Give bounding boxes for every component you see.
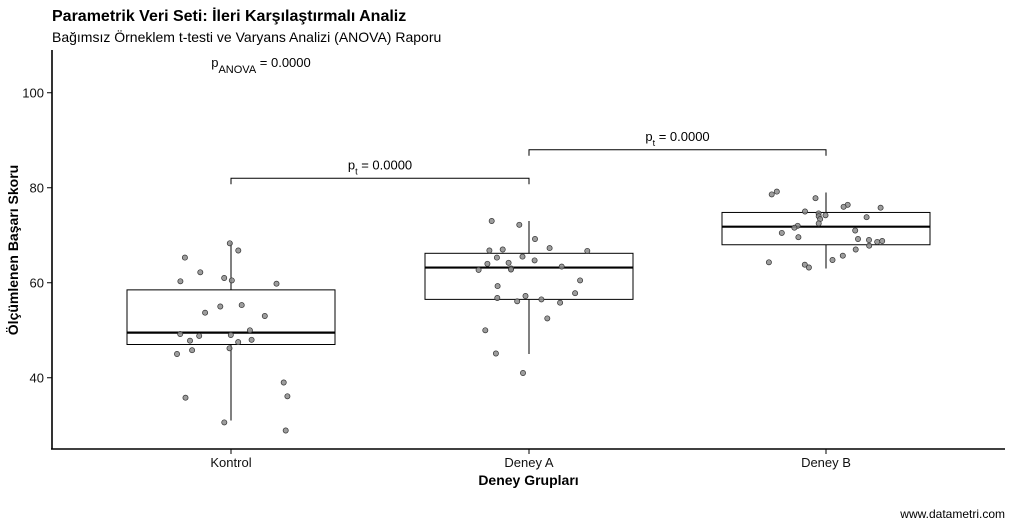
data-point [181, 254, 188, 261]
data-point [765, 259, 772, 266]
data-point [874, 238, 881, 245]
data-point [557, 299, 564, 306]
data-point [235, 247, 242, 254]
data-point [840, 203, 847, 210]
p-value-label: pt = 0.0000 [645, 129, 709, 148]
data-point [544, 315, 551, 322]
y-tick-label: 60 [30, 275, 44, 290]
y-tick-label: 40 [30, 370, 44, 385]
data-point [280, 379, 287, 386]
data-point [246, 327, 253, 334]
data-point [482, 327, 489, 334]
data-point [177, 278, 184, 285]
data-point [852, 227, 859, 234]
data-point [812, 195, 819, 202]
data-point [866, 237, 872, 243]
data-point [221, 419, 228, 426]
data-point [577, 277, 584, 284]
data-point [855, 236, 861, 242]
data-point [505, 259, 512, 266]
y-axis-title: Ölçümlenen Başarı Skoru [5, 165, 21, 335]
data-point [805, 264, 812, 271]
x-tick-label: Deney A [504, 455, 553, 470]
data-point [492, 350, 499, 357]
data-point [531, 257, 538, 264]
data-point [546, 245, 553, 252]
data-point [866, 242, 873, 249]
data-point [475, 266, 482, 273]
data-point [174, 351, 180, 357]
data-point [815, 220, 822, 227]
comparison-bracket [230, 177, 530, 185]
axis-ticks: 40 60 80 100 Kontrol Deney A Deney B [22, 85, 851, 470]
data-point [494, 283, 501, 290]
data-point [493, 254, 500, 261]
data-point [519, 253, 526, 260]
data-point [273, 280, 280, 287]
data-point [520, 370, 526, 376]
data-point [852, 246, 859, 253]
data-point [189, 347, 196, 354]
data-point [261, 313, 268, 319]
data-point [226, 345, 233, 352]
x-axis-title: Deney Grupları [478, 472, 578, 488]
data-point [839, 252, 846, 259]
p-value-label: pt = 0.0000 [348, 157, 412, 176]
data-point [768, 191, 775, 198]
y-tick-label: 100 [22, 85, 44, 100]
data-point [196, 332, 203, 339]
x-tick-label: Kontrol [210, 455, 251, 470]
data-point [217, 303, 224, 310]
data-point [863, 214, 870, 221]
data-point [226, 240, 233, 247]
data-point [558, 263, 565, 270]
data-point [516, 221, 523, 228]
data-point [238, 302, 245, 309]
data-point [778, 229, 785, 236]
data-point [284, 393, 291, 400]
data-point [221, 275, 228, 281]
data-point [795, 234, 802, 241]
data-point [202, 309, 209, 316]
chart-subtitle: Bağımsız Örneklem t-testi ve Varyans Ana… [52, 28, 441, 45]
data-point [822, 212, 829, 219]
data-point [177, 331, 184, 337]
data-point [248, 336, 255, 343]
data-point [584, 247, 591, 254]
data-point [486, 247, 493, 254]
data-point [228, 277, 235, 284]
data-point [488, 218, 495, 224]
data-point [879, 238, 886, 244]
chart-title: Parametrik Veri Seti: İleri Karşılaştırm… [52, 7, 406, 25]
p-value-label: pANOVA = 0.0000 [211, 55, 311, 76]
data-point [532, 236, 538, 242]
data-point [499, 246, 506, 253]
data-point [802, 208, 808, 215]
data-point [791, 224, 798, 231]
data-point [773, 188, 780, 195]
data-point [187, 337, 193, 344]
data-point [572, 290, 579, 297]
data-point [494, 295, 501, 301]
data-point [538, 296, 545, 303]
y-tick-label: 80 [30, 180, 44, 195]
data-point [801, 261, 808, 268]
data-point [182, 394, 189, 401]
plot-area: pt = 0.0000 pt = 0.0000 pANOVA = 0.0000 [126, 55, 931, 434]
data-point [282, 427, 289, 434]
data-point [235, 339, 242, 346]
data-point [522, 293, 529, 299]
data-point [197, 269, 204, 276]
data-point [508, 266, 514, 273]
data-point [829, 257, 836, 263]
x-tick-label: Deney B [801, 455, 851, 470]
data-point [227, 332, 234, 338]
data-point [484, 260, 491, 267]
comparison-bracket [528, 149, 827, 156]
box [424, 252, 634, 300]
data-point [877, 204, 884, 211]
data-point [514, 298, 521, 305]
caption: www.datametri.com [899, 507, 1005, 521]
